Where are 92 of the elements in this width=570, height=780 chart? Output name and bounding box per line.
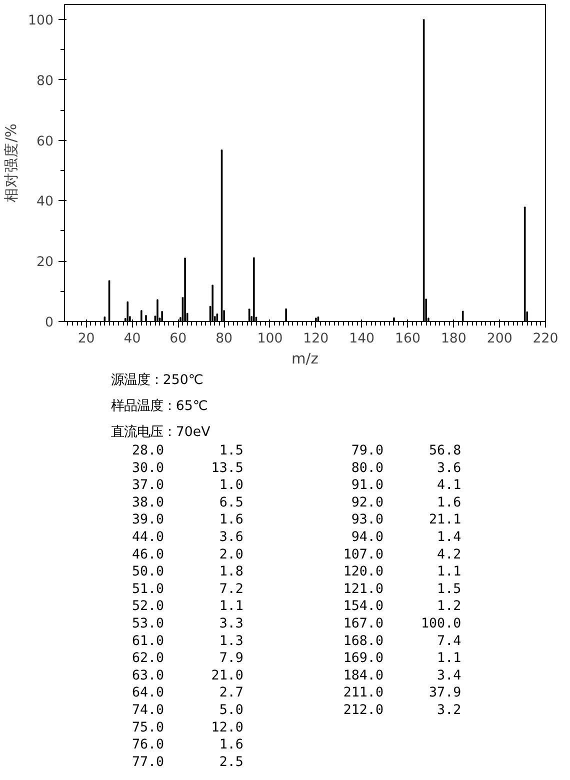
x-tick-label: 140 xyxy=(349,332,375,346)
text: 1.1 xyxy=(219,599,244,614)
x-tick-label: 60 xyxy=(170,332,187,346)
x-tick-label: 200 xyxy=(486,332,512,346)
category-label: 44.0 xyxy=(132,530,164,545)
text: 1.8 xyxy=(219,564,244,580)
category-label: 168.0 xyxy=(343,634,384,649)
category-label: 107.0 xyxy=(343,547,384,562)
text: 37.9 xyxy=(429,686,462,701)
text: 2.0 xyxy=(219,547,244,562)
category-label: 120.0 xyxy=(343,564,384,580)
category-label: 51.0 xyxy=(132,582,164,597)
x-tick-label: 120 xyxy=(303,332,329,346)
text: 3.4 xyxy=(437,668,462,684)
category-label: 38.0 xyxy=(132,495,164,510)
text: 3.6 xyxy=(219,530,244,545)
category-label: 211.0 xyxy=(343,686,384,701)
text: 1.1 xyxy=(437,564,462,580)
y-tick-label: 20 xyxy=(36,255,54,270)
category-label: 39.0 xyxy=(132,512,164,528)
text: 6.5 xyxy=(219,495,244,510)
category-label: 53.0 xyxy=(132,616,164,632)
category-label: 64.0 xyxy=(132,686,164,701)
x-tick-label: 20 xyxy=(78,332,95,346)
y-axis-title: 相对强度/% xyxy=(3,123,20,202)
text: 13.5 xyxy=(211,460,244,476)
category-label: 121.0 xyxy=(343,582,384,597)
text: 2.5 xyxy=(219,754,244,770)
category-label: 62.0 xyxy=(132,651,164,666)
text: 3.6 xyxy=(437,460,462,476)
text: 1.5 xyxy=(437,582,462,597)
text: 2.7 xyxy=(219,686,244,701)
text: 7.4 xyxy=(437,634,462,649)
text: 3.2 xyxy=(437,703,462,718)
text: 1.6 xyxy=(219,512,244,528)
y-tick-label: 100 xyxy=(28,14,54,29)
text: 1.0 xyxy=(219,478,244,494)
text: 源温度：250℃ xyxy=(110,372,204,388)
text: 1.3 xyxy=(219,634,244,649)
text: 1.4 xyxy=(437,530,462,545)
category-label: 50.0 xyxy=(132,564,164,580)
text: 1.6 xyxy=(219,738,244,753)
category-label: 184.0 xyxy=(343,668,384,684)
x-tick-label: 100 xyxy=(257,332,283,346)
text: 1.6 xyxy=(437,495,462,510)
category-label: 212.0 xyxy=(343,703,384,718)
text: 1.5 xyxy=(219,444,244,458)
y-tick-label: 80 xyxy=(36,74,54,89)
category-label: 61.0 xyxy=(132,634,164,649)
text: 12.0 xyxy=(211,720,244,736)
text: 7.9 xyxy=(219,651,244,666)
category-label: 76.0 xyxy=(132,738,164,753)
category-label: 80.0 xyxy=(351,460,384,476)
category-label: 154.0 xyxy=(343,599,384,614)
text: 样品温度：65℃ xyxy=(110,398,208,414)
category-label: 75.0 xyxy=(132,720,164,736)
text: 100.0 xyxy=(420,616,462,632)
category-label: 93.0 xyxy=(351,512,384,528)
category-label: 74.0 xyxy=(132,703,164,718)
category-label: 79.0 xyxy=(351,444,384,458)
category-label: 46.0 xyxy=(132,547,164,562)
text: 5.0 xyxy=(219,703,244,718)
category-label: 52.0 xyxy=(132,599,164,614)
x-tick-label: 160 xyxy=(395,332,420,346)
y-tick-label: 0 xyxy=(45,316,54,330)
x-tick-label: 180 xyxy=(440,332,466,346)
category-label: 167.0 xyxy=(343,616,384,632)
y-tick-label: 40 xyxy=(36,194,54,210)
text: 4.1 xyxy=(437,478,462,494)
x-tick-label: 40 xyxy=(124,332,141,346)
category-label: 28.0 xyxy=(132,444,164,458)
text: 21.0 xyxy=(211,668,244,684)
category-label: 92.0 xyxy=(351,495,384,510)
x-axis-title: m/z xyxy=(292,350,319,368)
x-tick-label: 80 xyxy=(216,332,233,346)
text: 1.1 xyxy=(437,651,462,666)
y-tick-label: 60 xyxy=(36,134,54,150)
text: 56.8 xyxy=(429,444,462,458)
text: 4.2 xyxy=(437,547,462,562)
text: 直流电压：70eV xyxy=(110,424,210,440)
category-label: 169.0 xyxy=(343,651,384,666)
category-label: 77.0 xyxy=(132,754,164,770)
category-label: 94.0 xyxy=(351,530,384,545)
category-label: 63.0 xyxy=(132,668,164,684)
text: 1.2 xyxy=(437,599,462,614)
x-tick-label: 220 xyxy=(532,332,558,346)
category-label: 30.0 xyxy=(132,460,164,476)
category-label: 91.0 xyxy=(351,478,384,494)
text: 7.2 xyxy=(219,582,244,597)
category-label: 37.0 xyxy=(132,478,164,494)
text: 3.3 xyxy=(219,616,244,632)
text: 21.1 xyxy=(429,512,462,528)
